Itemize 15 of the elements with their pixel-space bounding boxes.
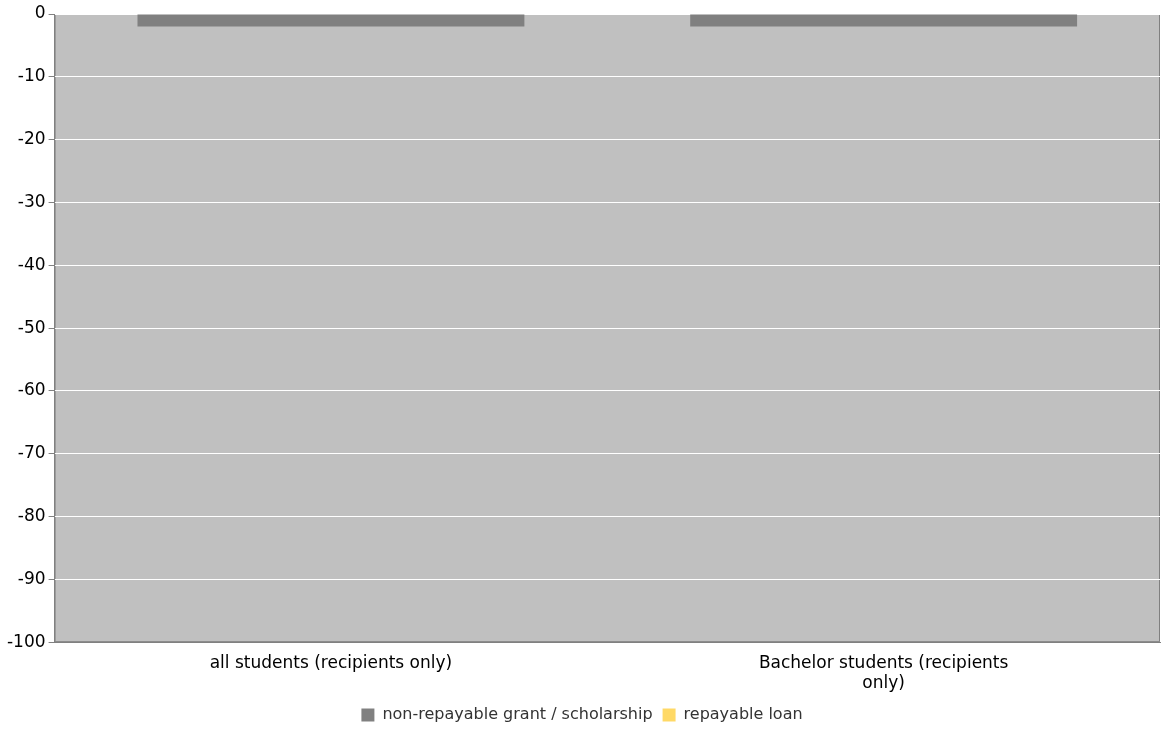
y-tick-label: -80 bbox=[17, 504, 46, 525]
legend-label: repayable loan bbox=[683, 704, 803, 724]
legend-label: non-repayable grant / scholarship bbox=[382, 704, 653, 724]
y-tick-label: -60 bbox=[17, 379, 46, 400]
y-tick-label: 0 bbox=[34, 2, 46, 23]
x-tick-label: Bachelor students (recipients only) bbox=[758, 651, 1009, 693]
y-tick-label: -90 bbox=[17, 567, 46, 588]
y-tick-label: -20 bbox=[17, 128, 46, 149]
y-tick-label: -30 bbox=[17, 190, 46, 211]
y-tick-label: -70 bbox=[17, 442, 46, 463]
x-tick-label: all students (recipients only) bbox=[209, 651, 453, 672]
y-tick-label: -100 bbox=[6, 630, 46, 651]
y-tick-label: -40 bbox=[17, 253, 46, 274]
y-tick-label: -10 bbox=[17, 65, 46, 86]
y-tick-label: -50 bbox=[17, 316, 46, 337]
